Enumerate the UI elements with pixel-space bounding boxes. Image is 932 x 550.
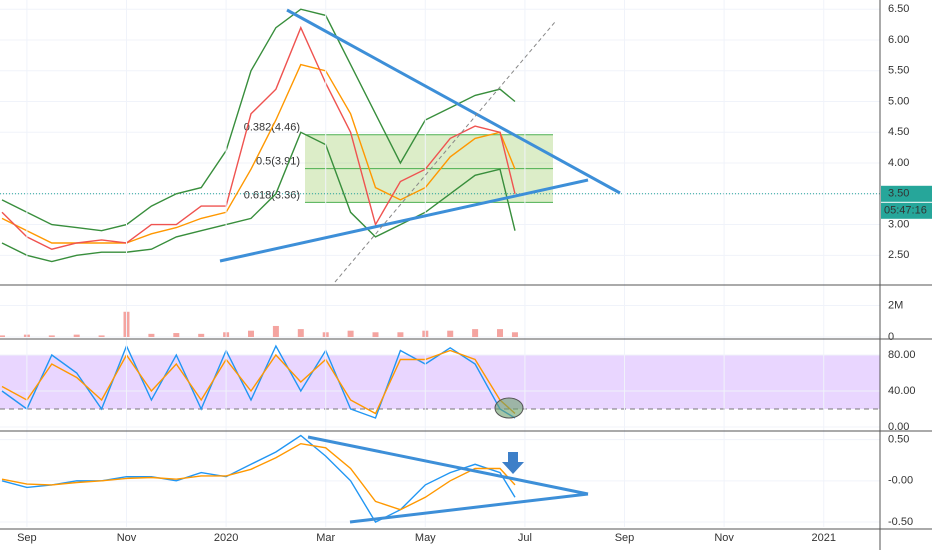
y-tick-label: 0.50 <box>888 434 909 446</box>
series-line <box>1 25 516 250</box>
trendline <box>349 492 589 524</box>
volume-bar <box>173 333 180 337</box>
series-line <box>1 131 516 263</box>
countdown: 05:47:16 <box>884 205 927 217</box>
y-tick-label: 2M <box>888 299 903 311</box>
volume-bar <box>497 329 504 337</box>
volume-bar <box>198 333 205 337</box>
volume-bar <box>248 330 255 337</box>
y-tick-label: 6.50 <box>888 3 909 15</box>
y-tick-label: 3.00 <box>888 218 909 230</box>
y-tick-label: 4.00 <box>888 157 909 169</box>
series-line <box>1 434 516 524</box>
price-tag <box>881 185 932 202</box>
y-tick-label: 5.00 <box>888 95 909 107</box>
volume-bar <box>148 333 155 337</box>
volume-bar <box>0 335 5 337</box>
x-tick-label: 2020 <box>214 532 238 544</box>
y-tick-label: 6.00 <box>888 34 909 46</box>
last-price-label: 3.50 <box>888 188 909 200</box>
series-line <box>1 442 516 511</box>
highlight-ellipse <box>494 397 524 419</box>
x-tick-label: Sep <box>615 532 635 544</box>
fib-label: 0.5(3.91) <box>256 155 300 167</box>
arrow-icon <box>502 452 524 474</box>
y-tick-label: 80.00 <box>888 349 916 361</box>
y-tick-label: -0.50 <box>888 516 913 528</box>
y-tick-label: 4.50 <box>888 126 909 138</box>
volume-bar <box>272 325 279 337</box>
series-line <box>1 63 516 244</box>
y-tick-label: 0.00 <box>888 421 909 433</box>
volume-bar <box>447 330 454 337</box>
countdown-tag <box>881 202 932 219</box>
y-tick-label: -0.00 <box>888 475 913 487</box>
y-tick-label: 5.50 <box>888 65 909 77</box>
volume-bar <box>73 334 80 337</box>
x-tick-label: 2021 <box>811 532 835 544</box>
volume-bar <box>98 335 105 337</box>
projection-line <box>334 21 556 283</box>
volume-bar <box>397 332 404 337</box>
x-tick-label: Mar <box>316 532 335 544</box>
y-tick-label: 0 <box>888 331 894 343</box>
fib-label: 0.618(3.36) <box>244 189 300 201</box>
volume-bar <box>48 335 55 337</box>
stoch-band <box>0 355 880 410</box>
x-tick-label: Nov <box>714 532 734 544</box>
series-line <box>1 349 516 415</box>
trendline <box>307 435 589 496</box>
volume-bar <box>511 332 518 337</box>
y-tick-label: 40.00 <box>888 385 916 397</box>
x-tick-label: Jul <box>518 532 532 544</box>
trendlines <box>219 8 621 524</box>
x-tick-label: May <box>415 532 436 544</box>
volume-bar <box>297 329 304 337</box>
y-tick-label: 2.50 <box>888 249 909 261</box>
volume-bar <box>472 329 479 337</box>
volume-bar <box>372 332 379 337</box>
x-tick-label: Sep <box>17 532 37 544</box>
trendline <box>286 8 621 195</box>
volume-bar <box>347 330 354 337</box>
x-tick-label: Nov <box>117 532 137 544</box>
series-line <box>1 8 516 232</box>
trendline <box>219 178 589 263</box>
